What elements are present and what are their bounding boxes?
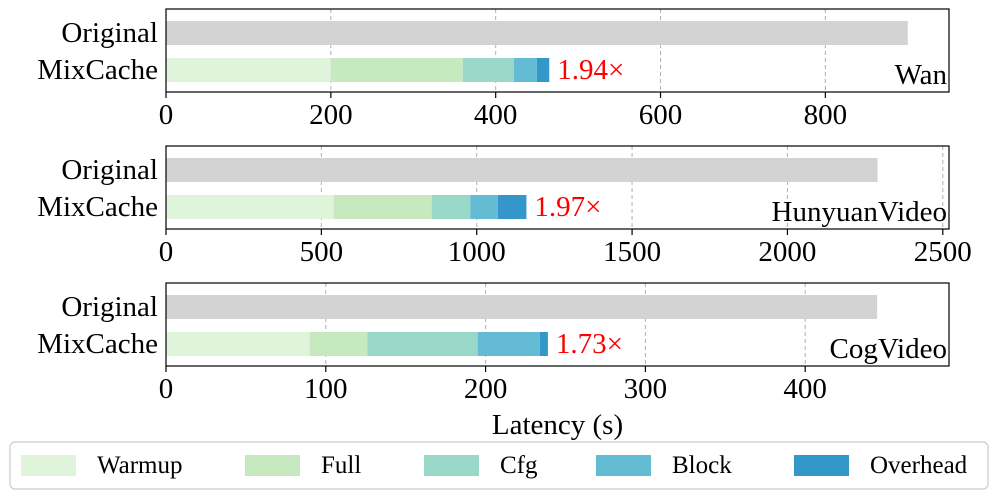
legend-frame — [9, 441, 989, 490]
category-label-mixcache: MixCache — [37, 328, 158, 360]
bar-segment-overhead — [536, 58, 550, 82]
legend-item-block: Block — [596, 452, 732, 479]
bar-segment-block — [513, 58, 537, 82]
speedup-label: 1.73× — [556, 328, 623, 360]
panel-frame — [165, 282, 950, 367]
tick-label: 0 — [159, 99, 174, 131]
tick-label: 1500 — [603, 236, 661, 268]
panel-cogvideo: 1.73× Original MixCache CogVideo 0 100 200 300 4… — [37, 282, 950, 405]
legend-label: Block — [672, 452, 732, 479]
bar-segment-full — [309, 332, 368, 356]
legend-swatch — [21, 455, 76, 476]
legend-label: Cfg — [500, 452, 538, 479]
legend-label: Full — [321, 452, 361, 479]
legend-label: Warmup — [97, 452, 182, 479]
panel-hunyuanvideo: 1.97× Original MixCache HunyuanVideo 0 500 100… — [37, 145, 972, 268]
bar-segment-cfg — [462, 58, 514, 82]
model-label: Wan — [895, 59, 948, 91]
category-label-mixcache: MixCache — [37, 54, 158, 86]
tick-label: 200 — [464, 373, 508, 405]
tick-label: 2500 — [914, 236, 972, 268]
bar-original — [166, 295, 878, 319]
bar-segment-warmup — [166, 332, 310, 356]
bar-segment-overhead — [539, 332, 548, 356]
tick-label: 600 — [639, 99, 683, 131]
category-label-original: Original — [61, 154, 158, 186]
bar-segment-cfg — [431, 195, 471, 219]
bar-segment-cfg — [367, 332, 478, 356]
model-label: CogVideo — [830, 333, 947, 365]
legend: Warmup Full Cfg Block Overhead — [9, 441, 989, 490]
panel-wan: 1.94× Original MixCache Wan 0 200 400 600 800 — [37, 8, 950, 131]
speedup-label: 1.97× — [534, 191, 601, 223]
panel-frame — [165, 145, 950, 230]
bar-segment-warmup — [166, 58, 331, 82]
bar-segment-warmup — [166, 195, 334, 219]
tick-label: 1000 — [448, 236, 506, 268]
tick-label: 500 — [300, 236, 344, 268]
legend-item-overhead: Overhead — [794, 452, 968, 479]
bar-segment-full — [330, 58, 463, 82]
bar-original — [166, 21, 908, 45]
category-label-original: Original — [61, 17, 158, 49]
tick-label: 200 — [309, 99, 353, 131]
legend-swatch — [794, 455, 849, 476]
panel-frame — [165, 8, 950, 93]
legend-swatch — [424, 455, 479, 476]
category-label-mixcache: MixCache — [37, 191, 158, 223]
x-axis-label: Latency (s) — [492, 409, 623, 441]
bar-segment-block — [470, 195, 498, 219]
model-label: HunyuanVideo — [772, 196, 947, 228]
legend-item-full: Full — [245, 452, 361, 479]
bar-segment-full — [333, 195, 432, 219]
legend-swatch — [245, 455, 300, 476]
bar-segment-block — [477, 332, 540, 356]
legend-item-warmup: Warmup — [21, 452, 182, 479]
tick-label: 800 — [804, 99, 848, 131]
legend-swatch — [596, 455, 651, 476]
legend-item-cfg: Cfg — [424, 452, 538, 479]
category-label-original: Original — [61, 291, 158, 323]
speedup-label: 1.94× — [557, 54, 624, 86]
tick-label: 400 — [783, 373, 827, 405]
tick-label: 400 — [474, 99, 518, 131]
tick-label: 2000 — [758, 236, 816, 268]
tick-label: 100 — [304, 373, 348, 405]
tick-label: 300 — [624, 373, 668, 405]
tick-label: 0 — [159, 236, 174, 268]
bar-original — [166, 158, 878, 182]
legend-label: Overhead — [870, 452, 968, 479]
bar-segment-overhead — [497, 195, 527, 219]
tick-label: 0 — [159, 373, 174, 405]
